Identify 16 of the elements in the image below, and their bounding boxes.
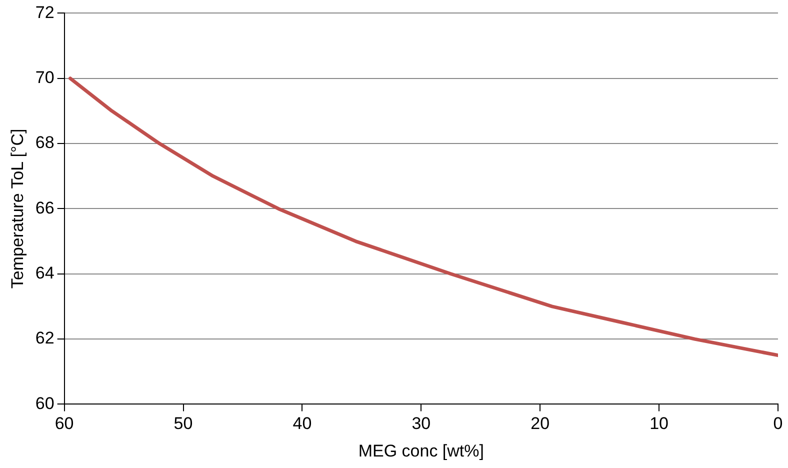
x-tick-label: 30 [412,414,431,434]
y-axis-title: Temperature ToL [°C] [8,128,27,289]
x-tick-label: 60 [54,414,74,434]
x-tick-label: 10 [650,414,669,434]
x-tick-label: 0 [773,414,783,434]
y-tick-label: 68 [35,133,54,152]
x-tick-label: 50 [174,414,193,434]
y-tick-label: 72 [35,2,54,22]
y-tick-label: 62 [35,328,54,348]
y-tick-label: 70 [35,68,54,88]
y-tick-label: 60 [35,394,54,413]
y-tick-label: 64 [35,264,54,283]
x-tick-label: 40 [292,414,312,434]
y-tick-label: 66 [35,198,54,218]
x-tick-label: 20 [530,414,550,434]
x-axis-title: MEG conc [wt%] [358,441,484,460]
